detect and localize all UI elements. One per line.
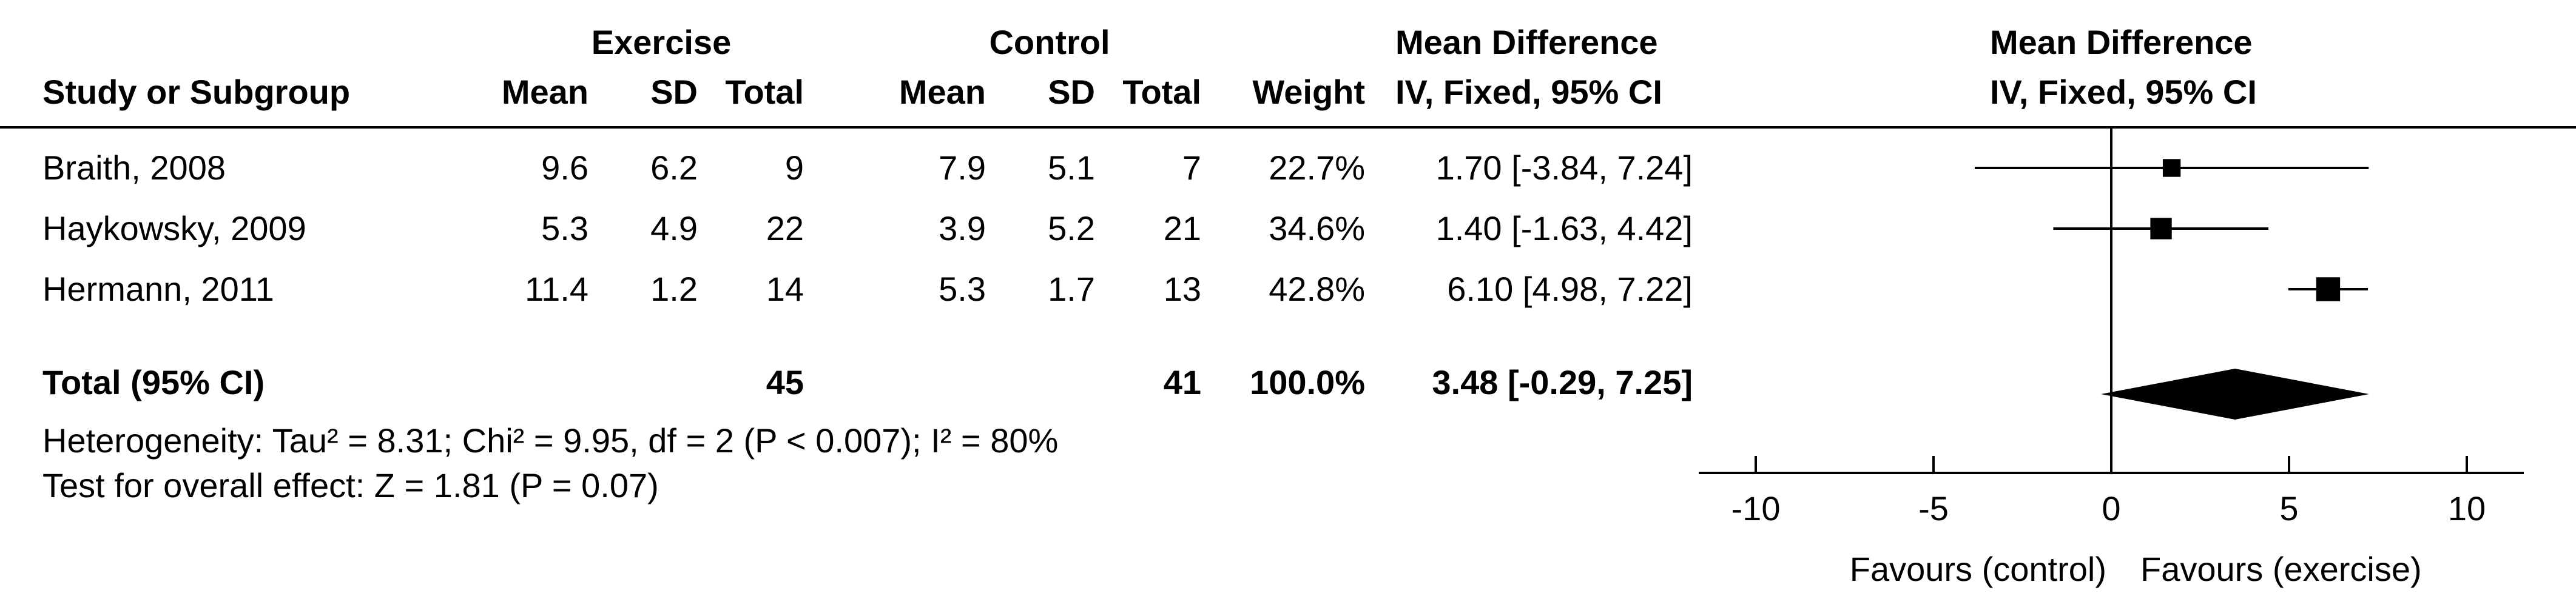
sd-control: 5.2 bbox=[1048, 209, 1095, 247]
group-header-exercise: Exercise bbox=[591, 23, 732, 61]
x-tick-label: 5 bbox=[2279, 489, 2298, 528]
plot-header-line2: IV, Fixed, 95% CI bbox=[1990, 73, 2257, 111]
weight: 42.8% bbox=[1269, 270, 1365, 308]
favours-left-label: Favours (control) bbox=[1850, 550, 2106, 588]
group-header-control: Control bbox=[989, 23, 1110, 61]
point-estimate-marker bbox=[2316, 277, 2341, 301]
mean-difference-ci: 1.70 [-3.84, 7.24] bbox=[1435, 149, 1693, 187]
mean-control: 7.9 bbox=[939, 149, 986, 187]
col-header-total-control: Total bbox=[1122, 73, 1201, 111]
sd-control: 1.7 bbox=[1048, 270, 1095, 308]
total-label: Total (95% CI) bbox=[42, 363, 265, 401]
heterogeneity-text: Heterogeneity: Tau² = 8.31; Chi² = 9.95,… bbox=[42, 421, 1059, 460]
total-exercise: 14 bbox=[766, 270, 804, 308]
col-header-sd-exercise: SD bbox=[650, 73, 698, 111]
point-estimate-marker bbox=[2150, 218, 2172, 240]
mean-control: 3.9 bbox=[939, 209, 986, 247]
total-control: 21 bbox=[1163, 209, 1201, 247]
total-weight: 100.0% bbox=[1250, 363, 1365, 401]
total-exercise: 45 bbox=[766, 363, 804, 401]
total-control: 13 bbox=[1163, 270, 1201, 308]
overall-effect-text: Test for overall effect: Z = 1.81 (P = 0… bbox=[42, 466, 659, 504]
study-markers bbox=[1974, 159, 2369, 420]
mean-exercise: 5.3 bbox=[541, 209, 588, 247]
study-name: Haykowsky, 2009 bbox=[42, 209, 306, 247]
total-exercise: 22 bbox=[766, 209, 804, 247]
col-header-weight: Weight bbox=[1252, 73, 1365, 111]
mean-control: 5.3 bbox=[939, 270, 986, 308]
total-ci: 3.48 [-0.29, 7.25] bbox=[1432, 363, 1693, 401]
x-tick-label: -5 bbox=[1918, 489, 1949, 528]
col-header-mean-control: Mean bbox=[899, 73, 986, 111]
x-tick-label: 10 bbox=[2448, 489, 2486, 528]
col-header-sd-control: SD bbox=[1048, 73, 1095, 111]
col-header-total-exercise: Total bbox=[725, 73, 804, 111]
total-control: 41 bbox=[1163, 363, 1201, 401]
total-control: 7 bbox=[1182, 149, 1201, 187]
sd-exercise: 4.9 bbox=[650, 209, 698, 247]
col-header-mean-exercise: Mean bbox=[501, 73, 588, 111]
weight: 34.6% bbox=[1269, 209, 1365, 247]
col-header-study: Study or Subgroup bbox=[42, 73, 351, 111]
x-tick-label: 0 bbox=[2102, 489, 2120, 528]
x-axis-ticks: -10 -5 0 5 10 bbox=[1731, 456, 2486, 528]
pooled-effect-diamond bbox=[2101, 369, 2369, 420]
mean-difference-ci: 6.10 [4.98, 7.22] bbox=[1447, 270, 1693, 308]
sd-exercise: 1.2 bbox=[650, 270, 698, 308]
col-header-md-line1: Mean Difference bbox=[1395, 23, 1658, 61]
mean-difference-ci: 1.40 [-1.63, 4.42] bbox=[1435, 209, 1693, 247]
favours-right-label: Favours (exercise) bbox=[2140, 550, 2422, 588]
study-name: Braith, 2008 bbox=[42, 149, 226, 187]
col-header-md-line2: IV, Fixed, 95% CI bbox=[1395, 73, 1662, 111]
mean-exercise: 9.6 bbox=[541, 149, 588, 187]
plot-header-line1: Mean Difference bbox=[1990, 23, 2253, 61]
study-name: Hermann, 2011 bbox=[42, 270, 274, 308]
x-tick-label: -10 bbox=[1731, 489, 1781, 528]
point-estimate-marker bbox=[2162, 159, 2181, 177]
mean-exercise: 11.4 bbox=[525, 270, 588, 308]
total-exercise: 9 bbox=[784, 149, 804, 187]
weight: 22.7% bbox=[1269, 149, 1365, 187]
sd-exercise: 6.2 bbox=[650, 149, 698, 187]
sd-control: 5.1 bbox=[1048, 149, 1095, 187]
